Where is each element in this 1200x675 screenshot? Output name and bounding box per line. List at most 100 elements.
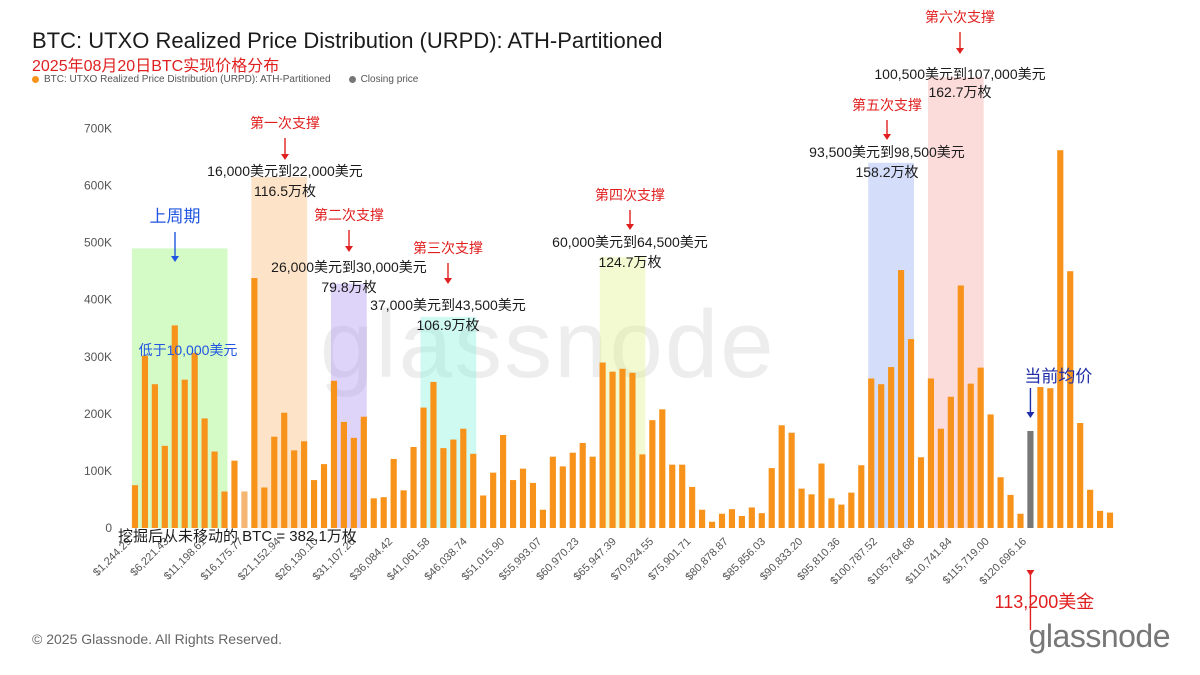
urpd-bar bbox=[957, 285, 964, 528]
zone-4-title: 第三次支撑 bbox=[413, 240, 483, 256]
urpd-bar bbox=[679, 464, 686, 528]
urpd-bar bbox=[997, 477, 1004, 528]
support-zone-2 bbox=[251, 177, 308, 529]
zone-4-amount: 106.9万枚 bbox=[416, 317, 479, 333]
urpd-bar bbox=[758, 513, 765, 528]
urpd-bar bbox=[141, 355, 149, 528]
urpd-bar bbox=[161, 445, 168, 528]
urpd-bar bbox=[738, 516, 745, 528]
urpd-bar bbox=[689, 486, 696, 528]
urpd-bar bbox=[320, 464, 328, 528]
zone-4-arrow-head bbox=[444, 278, 452, 284]
urpd-bar bbox=[380, 497, 387, 528]
zone-2-title: 第一次支撑 bbox=[250, 115, 320, 131]
zone-1-range: 低于10,000美元 bbox=[139, 342, 238, 358]
urpd-bar bbox=[937, 428, 944, 528]
urpd-bar bbox=[917, 457, 925, 528]
urpd-bar bbox=[559, 466, 566, 528]
urpd-bar bbox=[420, 407, 427, 528]
legend-swatch-closing-price bbox=[348, 76, 356, 83]
y-tick-label: 200K bbox=[84, 407, 112, 421]
urpd-bar bbox=[390, 458, 397, 528]
urpd-bar bbox=[509, 480, 517, 528]
urpd-bar bbox=[699, 509, 706, 528]
urpd-bar bbox=[848, 492, 855, 528]
urpd-bar bbox=[888, 367, 895, 528]
urpd-bar bbox=[818, 463, 825, 528]
urpd-bar bbox=[947, 396, 954, 528]
zone-5-arrow-head bbox=[626, 224, 634, 230]
zone-6-amount: 158.2万枚 bbox=[855, 164, 918, 180]
urpd-bar bbox=[191, 352, 198, 528]
urpd-bar bbox=[450, 439, 457, 528]
urpd-bar bbox=[1017, 513, 1024, 528]
urpd-bar bbox=[221, 491, 228, 528]
zone-3-amount: 79.8万枚 bbox=[321, 279, 376, 295]
urpd-bar bbox=[480, 495, 487, 528]
urpd-bar bbox=[151, 384, 158, 528]
urpd-bar bbox=[360, 416, 367, 528]
urpd-bar bbox=[1007, 494, 1014, 528]
zone-5-range: 60,000美元到64,500美元 bbox=[552, 234, 708, 250]
zone-3-title: 第二次支撑 bbox=[314, 207, 384, 223]
urpd-bar bbox=[400, 490, 407, 528]
y-tick-label: 0 bbox=[105, 521, 112, 535]
urpd-bar bbox=[639, 454, 646, 528]
urpd-bar bbox=[768, 468, 775, 528]
zone-2-arrow-head bbox=[281, 154, 289, 160]
urpd-bar bbox=[430, 381, 437, 528]
zone-6-title: 第五次支撑 bbox=[852, 97, 922, 113]
y-tick-label: 400K bbox=[84, 293, 112, 307]
current-avg-title: 当前均价 bbox=[1024, 367, 1092, 386]
urpd-bar bbox=[609, 371, 616, 528]
y-tick-label: 700K bbox=[84, 122, 112, 136]
urpd-bar bbox=[201, 418, 208, 528]
urpd-bar bbox=[629, 372, 636, 528]
urpd-bar bbox=[340, 421, 347, 528]
urpd-bar bbox=[470, 453, 477, 528]
urpd-bar bbox=[579, 442, 586, 528]
urpd-bar bbox=[529, 482, 537, 528]
urpd-bar bbox=[808, 494, 815, 528]
urpd-bar bbox=[1077, 422, 1084, 528]
urpd-bar bbox=[927, 378, 935, 528]
current-avg-arrow-head bbox=[1026, 412, 1035, 418]
urpd-bar bbox=[181, 379, 188, 528]
legend-item-closing-price[interactable]: Closing price bbox=[348, 74, 418, 85]
chart-title: BTC: UTXO Realized Price Distribution (U… bbox=[32, 28, 663, 53]
urpd-bar bbox=[858, 465, 865, 528]
support-zone-7 bbox=[927, 77, 984, 528]
legend-item-urpd[interactable]: BTC: UTXO Realized Price Distribution (U… bbox=[32, 74, 331, 85]
urpd-bar bbox=[1057, 150, 1064, 528]
urpd-bar bbox=[1037, 387, 1044, 528]
y-tick-label: 300K bbox=[84, 350, 112, 364]
zone-7-amount: 162.7万枚 bbox=[928, 84, 991, 100]
zone-3-arrow-head bbox=[345, 246, 353, 252]
brand-logo-text: glassnode bbox=[1028, 618, 1171, 654]
zone-5-title: 第四次支撑 bbox=[595, 187, 665, 203]
urpd-bar bbox=[838, 504, 845, 528]
urpd-bar bbox=[460, 428, 467, 528]
urpd-bar bbox=[171, 325, 178, 528]
urpd-bar bbox=[778, 425, 785, 528]
zone-2-range: 16,000美元到22,000美元 bbox=[207, 163, 363, 179]
urpd-bar bbox=[748, 507, 755, 528]
urpd-bar bbox=[1087, 489, 1094, 528]
zone-1-arrow-head bbox=[171, 256, 179, 262]
urpd-bar bbox=[231, 460, 238, 528]
urpd-bar bbox=[659, 409, 666, 528]
urpd-bar bbox=[967, 383, 974, 528]
zone-7-range: 100,500美元到107,000美元 bbox=[874, 66, 1045, 82]
urpd-bar bbox=[1096, 510, 1104, 528]
urpd-bar bbox=[519, 468, 527, 528]
urpd-bar bbox=[370, 498, 377, 528]
urpd-bar bbox=[718, 513, 726, 528]
urpd-bar bbox=[490, 472, 497, 528]
urpd-bar bbox=[549, 456, 556, 528]
zone-1-title: 上周期 bbox=[150, 207, 201, 226]
urpd-bar bbox=[907, 339, 915, 528]
closing-price-bar bbox=[1027, 430, 1034, 528]
legend: BTC: UTXO Realized Price Distribution (U… bbox=[32, 74, 418, 85]
urpd-bar bbox=[281, 412, 288, 528]
